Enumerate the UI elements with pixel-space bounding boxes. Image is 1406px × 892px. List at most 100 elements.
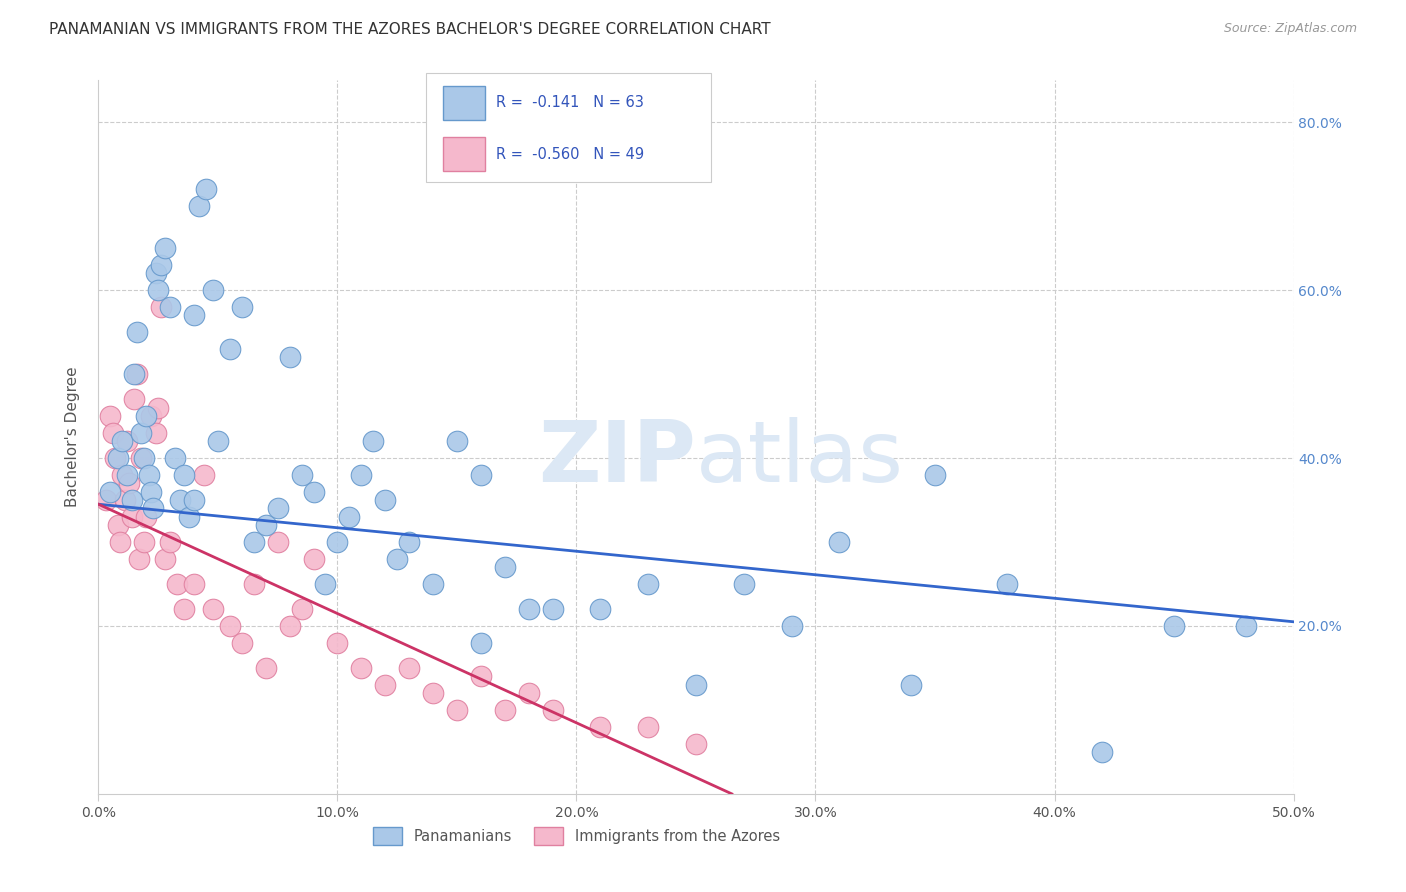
Point [541,602,564,616]
Point [637,720,659,734]
Point [142,501,165,516]
Point [219,619,242,633]
Point [385,551,409,566]
Point [219,342,242,356]
Point [139,409,162,423]
Point [350,661,373,675]
Point [166,577,188,591]
Point [207,434,229,449]
Point [470,669,492,683]
Point [398,535,420,549]
Point [517,686,540,700]
Point [339,509,361,524]
Point [326,636,349,650]
Point [115,467,138,482]
Point [315,577,337,591]
Point [115,434,138,449]
Point [138,467,160,482]
Point [589,602,612,616]
Point [104,451,127,466]
Point [1234,619,1257,633]
Point [121,493,143,508]
Point [685,737,707,751]
Point [446,703,468,717]
Text: Source: ZipAtlas.com: Source: ZipAtlas.com [1223,22,1357,36]
Point [195,182,218,196]
Point [111,467,134,482]
Point [470,636,492,650]
Point [202,602,225,616]
Point [193,467,215,482]
Point [118,476,141,491]
Point [637,577,659,591]
Point [124,392,146,407]
Y-axis label: Bachelor's Degree: Bachelor's Degree [65,367,80,508]
Point [243,535,266,549]
Point [139,484,162,499]
Point [278,351,301,365]
Point [422,686,444,700]
Point [517,602,540,616]
Point [363,434,385,449]
Point [155,241,177,255]
Point [202,283,225,297]
Point [107,518,129,533]
Point [131,451,153,466]
Point [159,300,181,314]
Point [446,434,468,449]
Point [995,577,1018,591]
Point [145,266,167,280]
Point [187,199,209,213]
Point [173,602,195,616]
Point [101,425,124,440]
Point [302,551,325,566]
Point [98,484,122,499]
Point [148,401,170,415]
Point [828,535,851,549]
Point [685,678,707,692]
Point [94,493,117,508]
Point [108,535,131,549]
Point [1163,619,1185,633]
Text: R =  -0.560   N = 49: R = -0.560 N = 49 [496,147,644,161]
Point [494,703,516,717]
Point [422,577,444,591]
Point [107,451,129,466]
Point [148,283,170,297]
Point [326,535,349,549]
Point [114,493,136,508]
Point [350,467,373,482]
Point [149,300,172,314]
Point [149,258,172,272]
Point [124,367,146,381]
Point [278,619,301,633]
Point [98,409,122,423]
Point [111,434,134,449]
Point [169,493,191,508]
Text: ZIP: ZIP [538,417,696,500]
Point [173,467,195,482]
Point [135,409,157,423]
Point [924,467,946,482]
Point [231,636,253,650]
Point [121,509,143,524]
Point [145,425,167,440]
Point [494,560,516,574]
Point [183,493,205,508]
Point [374,678,396,692]
Point [900,678,922,692]
Text: R =  -0.141   N = 63: R = -0.141 N = 63 [496,95,644,110]
Point [1091,745,1114,759]
Point [132,451,155,466]
Point [132,535,155,549]
Point [243,577,266,591]
Point [254,661,277,675]
Point [254,518,277,533]
Point [183,309,205,323]
Point [302,484,325,499]
Point [733,577,755,591]
Point [291,467,314,482]
Point [159,535,181,549]
Point [183,577,205,591]
Point [589,720,612,734]
